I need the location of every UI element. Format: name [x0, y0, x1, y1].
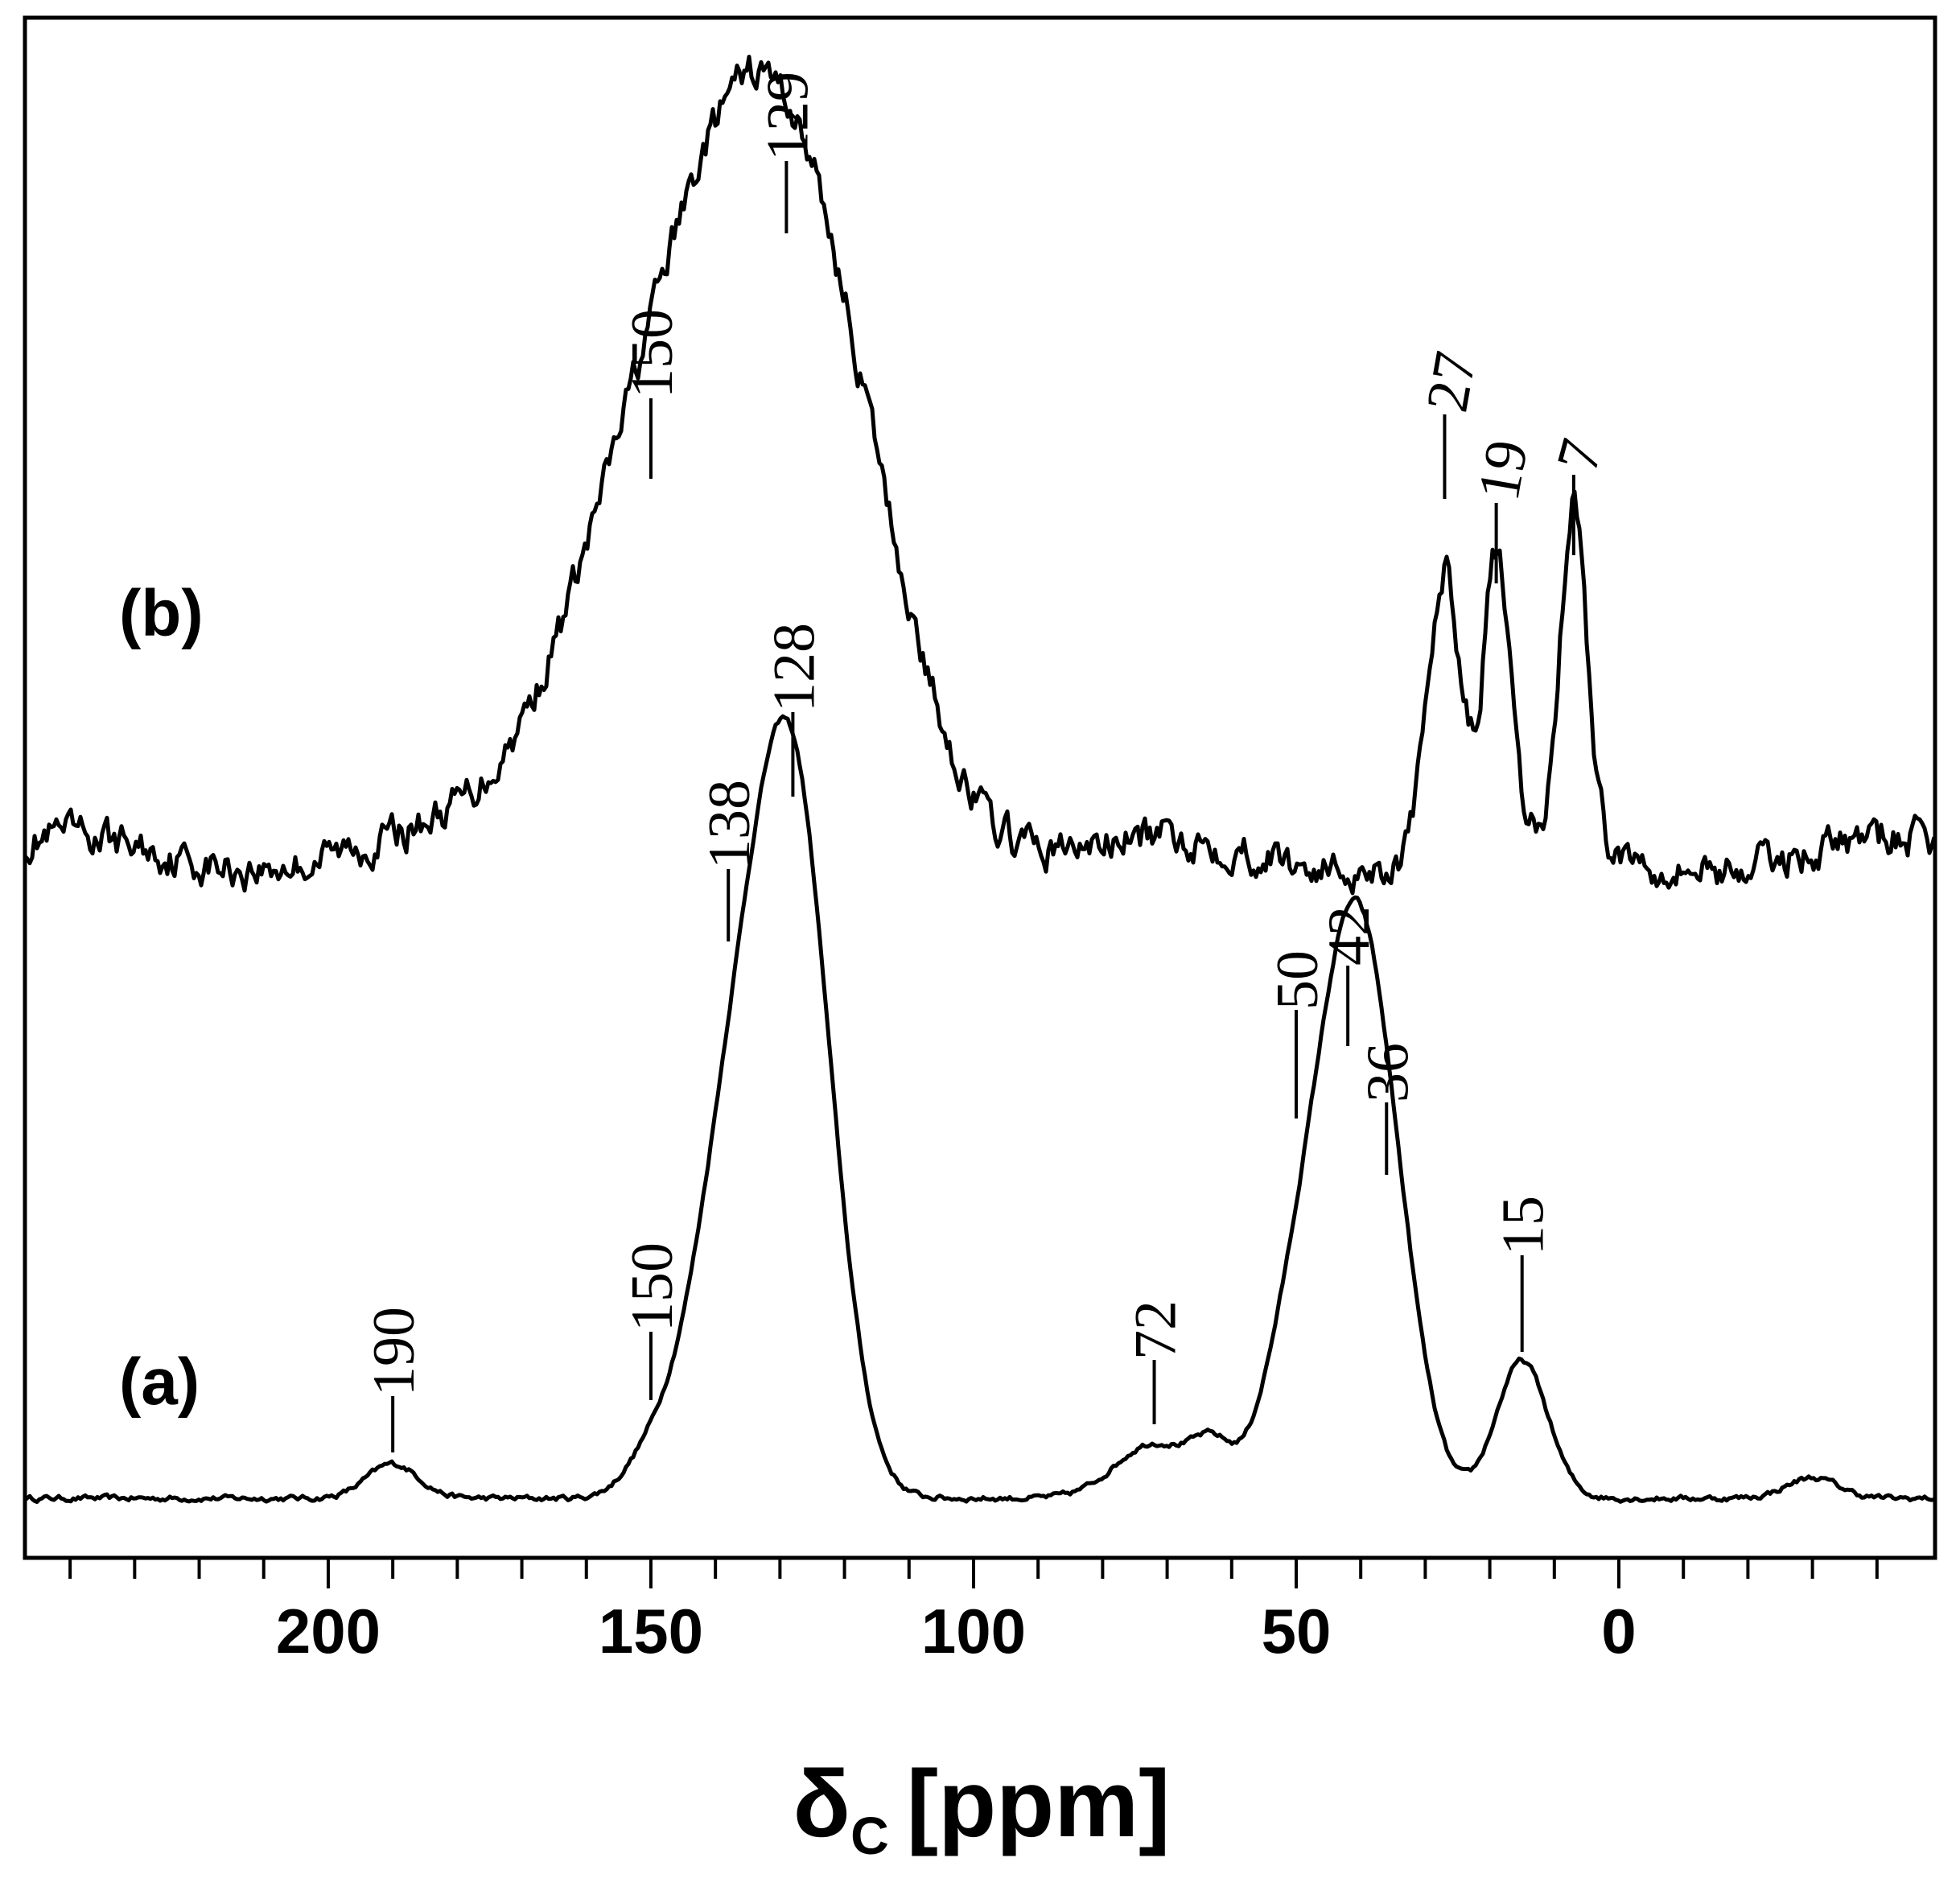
peak-label: 129: [755, 72, 821, 161]
peak-label: 128: [761, 623, 827, 712]
series-label-a: (a): [119, 1345, 200, 1419]
x-tick-label: 100: [921, 1596, 1026, 1666]
x-axis-label: δC [ppm]: [793, 1751, 1171, 1865]
peak-label: 15: [1491, 1196, 1557, 1255]
x-tick-label: 200: [276, 1596, 381, 1666]
x-axis-label-symbol: δ: [793, 1751, 851, 1857]
peak-label: 42: [1316, 906, 1382, 966]
x-tick-label: 150: [599, 1596, 703, 1666]
x-axis-label-subscript: C: [850, 1806, 889, 1865]
peak-label: 50: [1265, 950, 1331, 1010]
peak-label: 150: [620, 1242, 686, 1332]
x-tick-label: 50: [1262, 1596, 1332, 1666]
peak-label: 150: [620, 309, 686, 398]
peak-label: 19: [1466, 435, 1542, 505]
x-axis-tick-labels: 200 150 100 50 0: [276, 1596, 1637, 1666]
plot-frame: [23, 15, 1937, 1560]
x-axis-label-unit: [ppm]: [907, 1751, 1171, 1857]
x-tick-label: 0: [1601, 1596, 1636, 1666]
peak-label: 72: [1123, 1300, 1189, 1360]
series-label-b: (b): [119, 577, 204, 650]
peak-label: 36: [1355, 1043, 1421, 1102]
x-axis-ticks: [68, 1558, 1879, 1588]
peak-label: 7: [1544, 432, 1616, 478]
peak-label: 190: [361, 1307, 427, 1396]
peak-label: 27: [1414, 347, 1489, 417]
spectrum-line-b: [23, 55, 1937, 896]
spectrum-line-a: [23, 714, 1935, 1504]
peak-label: 138: [697, 780, 763, 869]
